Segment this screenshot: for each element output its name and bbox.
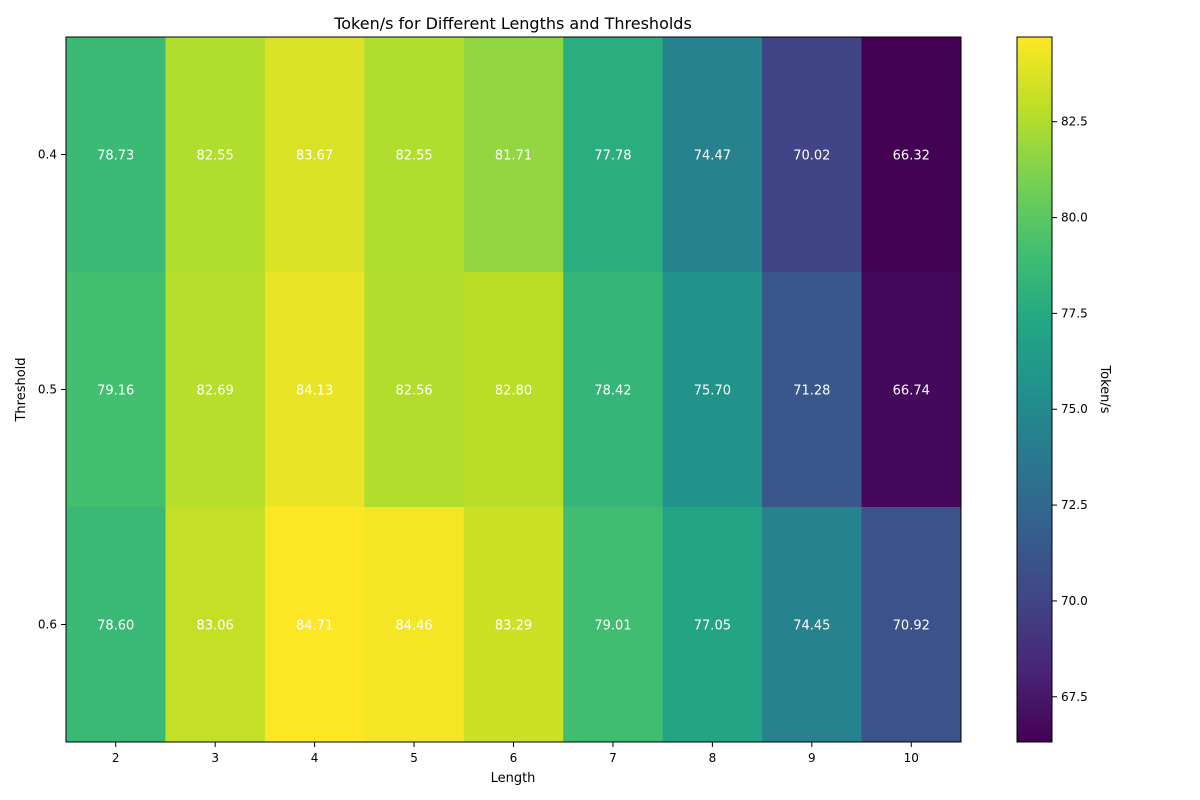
cell-value-label: 84.13	[296, 384, 333, 399]
heatmap-cell	[364, 507, 465, 743]
cell-value-label: 83.67	[296, 149, 333, 164]
cell-value-label: 83.29	[495, 619, 532, 634]
cell-value-label: 82.69	[197, 384, 234, 399]
heatmap-cells: 78.73 82.55 83.67 82.55 81.71 77.78 74.47 70.02…	[66, 37, 962, 743]
heatmap-cell	[861, 37, 962, 273]
x-tick-label: 8	[709, 751, 717, 765]
cell-value-label: 70.02	[793, 149, 830, 164]
cell-value-label: 84.71	[296, 619, 333, 634]
heatmap-cell	[264, 37, 365, 273]
cell-value-label: 77.78	[594, 149, 631, 164]
heatmap-cell	[165, 272, 266, 508]
colorbar-frame	[1016, 36, 1053, 743]
heatmap-cell	[264, 272, 365, 508]
cell-value-label: 82.55	[197, 149, 234, 164]
colorbar-label: Token/s	[1097, 364, 1112, 413]
heatmap-cell	[762, 272, 863, 508]
cell-value-label: 78.60	[97, 619, 134, 634]
chart-title: Token/s for Different Lengths and Thresh…	[333, 14, 692, 33]
heatmap-cell	[463, 272, 564, 508]
x-tick-label: 6	[510, 751, 518, 765]
heatmap-cell	[662, 37, 763, 273]
y-tick-label: 0.4	[38, 148, 57, 162]
heatmap-cell	[264, 507, 365, 743]
cell-value-label: 83.06	[197, 619, 234, 634]
cell-value-label: 71.28	[793, 384, 830, 399]
x-tick-label: 2	[112, 751, 120, 765]
cell-value-label: 74.45	[793, 619, 830, 634]
cell-value-label: 75.70	[694, 384, 731, 399]
heatmap-cell	[861, 272, 962, 508]
x-tick-label: 4	[311, 751, 319, 765]
heatmap-cell	[563, 507, 664, 743]
colorbar	[1017, 37, 1052, 742]
heatmap-cell	[364, 272, 465, 508]
x-tick-label: 9	[808, 751, 816, 765]
heatmap-cell	[762, 37, 863, 273]
x-tick-label: 10	[904, 751, 919, 765]
cell-value-label: 78.42	[594, 384, 631, 399]
cell-value-label: 74.47	[694, 149, 731, 164]
heatmap-cell	[463, 37, 564, 273]
heatmap-cell	[861, 507, 962, 743]
cell-value-label: 70.92	[893, 619, 930, 634]
y-axis-label: Threshold	[14, 357, 29, 422]
x-tick-label: 3	[211, 751, 219, 765]
heatmap-cell	[66, 37, 166, 273]
colorbar-tick-label: 82.5	[1061, 115, 1088, 129]
colorbar-tick-label: 70.0	[1061, 594, 1088, 608]
cell-value-label: 82.80	[495, 384, 532, 399]
y-tick-label: 0.6	[38, 618, 57, 632]
y-axis: 0.4 0.5 0.6	[38, 148, 66, 632]
cell-value-label: 66.32	[893, 149, 930, 164]
cell-value-label: 79.01	[594, 619, 631, 634]
colorbar-tick-label: 77.5	[1061, 306, 1088, 320]
heatmap-cell	[662, 507, 763, 743]
heatmap-cell	[762, 507, 863, 743]
heatmap-cell	[66, 272, 166, 508]
x-tick-label: 5	[410, 751, 418, 765]
heatmap-cell	[563, 272, 664, 508]
x-tick-label: 7	[609, 751, 617, 765]
colorbar-tick-label: 72.5	[1061, 498, 1088, 512]
colorbar-tick-label: 80.0	[1061, 211, 1088, 225]
heatmap-cell	[364, 37, 465, 273]
cell-value-label: 81.71	[495, 149, 532, 164]
heatmap-cell	[463, 507, 564, 743]
colorbar-ticks: 67.5 70.0 72.5 75.0 77.5 80.0 82.5	[1052, 115, 1088, 704]
heatmap-cell	[662, 272, 763, 508]
x-axis: 2 3 4 5 6 7 8 9 10	[112, 742, 919, 765]
y-tick-label: 0.5	[38, 383, 57, 397]
cell-value-label: 82.56	[395, 384, 432, 399]
heatmap-cell	[165, 37, 266, 273]
cell-value-label: 82.55	[395, 149, 432, 164]
heatmap-cell	[563, 37, 664, 273]
heatmap-cell	[66, 507, 166, 743]
x-axis-label: Length	[491, 771, 536, 786]
colorbar-tick-label: 75.0	[1061, 402, 1088, 416]
cell-value-label: 77.05	[694, 619, 731, 634]
heatmap-cell	[165, 507, 266, 743]
colorbar-tick-label: 67.5	[1061, 690, 1088, 704]
cell-value-label: 84.46	[395, 619, 432, 634]
cell-value-label: 79.16	[97, 384, 134, 399]
cell-value-label: 78.73	[97, 149, 134, 164]
cell-value-label: 66.74	[893, 384, 930, 399]
